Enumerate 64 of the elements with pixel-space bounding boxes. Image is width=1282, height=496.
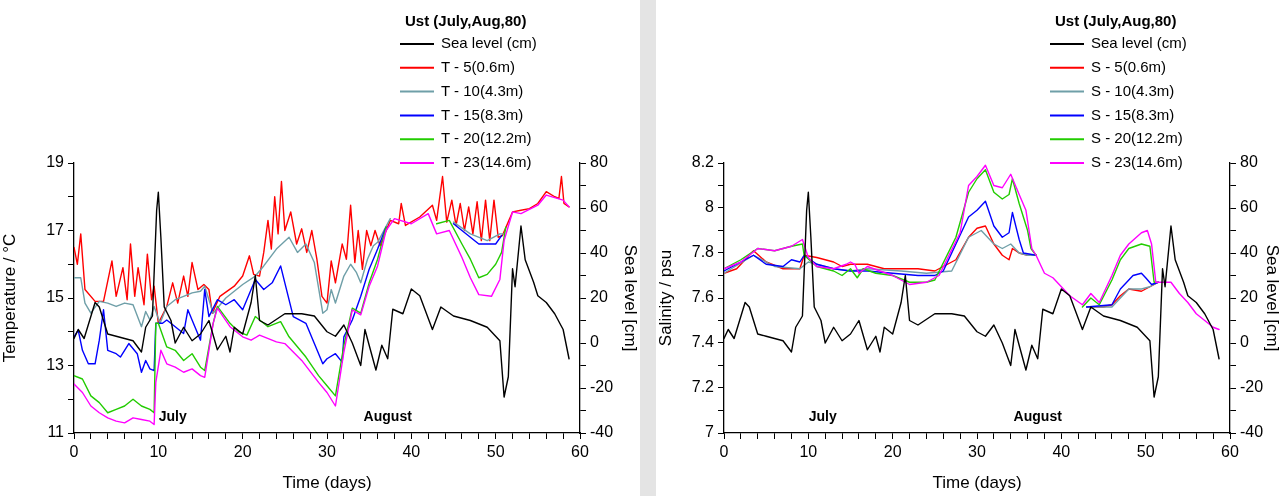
x-tick-label: 10 <box>799 443 818 461</box>
y-tick-label: 7.6 <box>691 288 715 306</box>
x-tick-label: 20 <box>883 443 902 461</box>
x-tick-label: 20 <box>233 443 252 461</box>
x-tick-label: 10 <box>149 443 168 461</box>
y2-tick-label: 60 <box>1240 198 1258 216</box>
x-tick-label: 60 <box>1221 443 1239 461</box>
legend-label: S - 15(8.3m) <box>1091 105 1175 123</box>
annotation: July <box>808 407 837 424</box>
x-tick-label: 40 <box>402 443 421 461</box>
annotation: August <box>363 407 413 424</box>
y-tick-label: 8 <box>705 198 715 216</box>
y2-tick-label: 0 <box>590 333 599 351</box>
x-tick-label: 50 <box>486 443 505 461</box>
y-tick-label: 11 <box>47 423 65 441</box>
y-tick-label: 7.8 <box>691 243 715 261</box>
annotation: July <box>158 407 187 424</box>
y2-tick-label: 20 <box>590 288 608 306</box>
y-tick-label: 13 <box>46 355 65 373</box>
x-tick-label: 30 <box>968 443 986 461</box>
legend-label: S - 5(0.6m) <box>1091 57 1167 75</box>
legend-label: Sea level (cm) <box>1091 34 1187 52</box>
legend-label: S - 23(14.6m) <box>1091 153 1183 171</box>
x-tick-label: 0 <box>69 443 79 461</box>
legend-label: T - 5(0.6m) <box>441 57 515 75</box>
y2-tick-label: -20 <box>590 378 614 396</box>
legend-label: S - 10(4.3m) <box>1091 81 1175 99</box>
y2-tick-label: 20 <box>1240 288 1258 306</box>
legend-label: T - 20(12.2m) <box>441 129 532 147</box>
y-tick-label: 8.2 <box>691 153 715 171</box>
y-tick-label: 15 <box>46 288 65 306</box>
x-tick-label: 30 <box>318 443 336 461</box>
y-tick-label: 7 <box>705 423 715 441</box>
legend-label: T - 15(8.3m) <box>441 105 524 123</box>
y2-tick-label: -20 <box>1240 378 1264 396</box>
y2-tick-label: 80 <box>1240 153 1258 171</box>
y-tick-label: 17 <box>46 220 65 238</box>
x-axis-title: Time (days) <box>282 473 372 493</box>
legend-title: Ust (July,Aug,80) <box>1055 12 1177 30</box>
y2-tick-label: 80 <box>590 153 608 171</box>
legend-title: Ust (July,Aug,80) <box>405 12 527 30</box>
annotation: August <box>1013 407 1063 424</box>
y-tick-label: 7.4 <box>691 333 715 351</box>
x-axis-title: Time (days) <box>932 473 1022 493</box>
x-tick-label: 50 <box>1136 443 1155 461</box>
y2-axis-title: Sea level [cm] <box>1263 244 1282 352</box>
legend-label: T - 23(14.6m) <box>441 153 532 171</box>
y2-tick-label: 0 <box>1240 333 1249 351</box>
y-tick-label: 19 <box>46 153 65 171</box>
y-axis-title: Salinity / psu <box>655 249 675 347</box>
x-tick-label: 40 <box>1052 443 1071 461</box>
y2-tick-label: 60 <box>590 198 608 216</box>
legend-label: T - 10(4.3m) <box>441 81 524 99</box>
y2-tick-label: 40 <box>1240 243 1258 261</box>
x-tick-label: 60 <box>571 443 589 461</box>
y2-axis-title: Sea level [cm] <box>621 244 641 352</box>
y2-tick-label: -40 <box>1240 423 1264 441</box>
y-axis-title: Temperature / °C <box>0 233 19 363</box>
y2-tick-label: 40 <box>590 243 608 261</box>
y-tick-label: 7.2 <box>691 378 715 396</box>
x-tick-label: 0 <box>719 443 729 461</box>
y2-tick-label: -40 <box>590 423 614 441</box>
legend-label: Sea level (cm) <box>441 34 537 52</box>
legend-label: S - 20(12.2m) <box>1091 129 1183 147</box>
